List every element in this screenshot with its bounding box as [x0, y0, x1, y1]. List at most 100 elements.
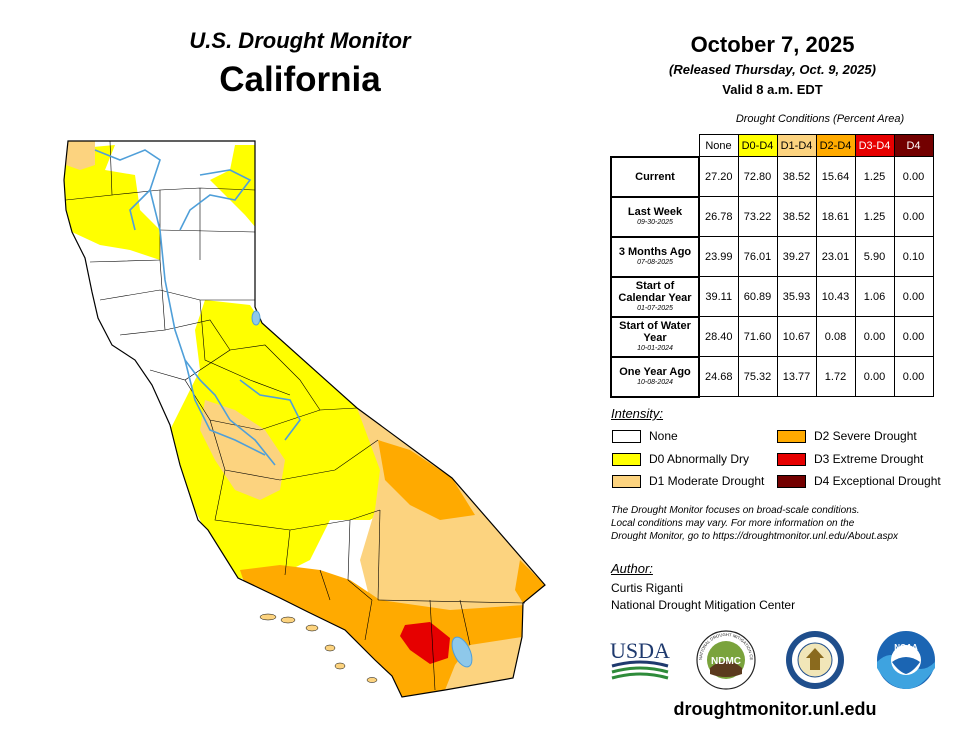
table-cell: 5.90 [854, 236, 895, 277]
table-cell: 75.32 [737, 356, 778, 397]
table-cell: 26.78 [698, 196, 739, 237]
logo-row: USDA NATIONAL DROUGHT MITIGATION CENTER … [610, 628, 935, 690]
legend-title: Intensity: [611, 406, 664, 421]
table-cell: 0.00 [893, 316, 934, 357]
state-outline [63, 140, 546, 698]
table-caption: Drought Conditions (Percent Area) [735, 113, 905, 125]
map-d3-core [400, 622, 450, 664]
lake-tahoe [251, 310, 261, 326]
table-cell: 0.10 [893, 236, 934, 277]
legend-item-d3: D3 Extreme Drought [777, 452, 923, 466]
col-header-d1: D1-D4 [776, 134, 817, 157]
table-cell: 15.64 [815, 156, 856, 197]
table-cell: 18.61 [815, 196, 856, 237]
legend-swatch-none [612, 429, 641, 443]
disclaimer-note: The Drought Monitor focuses on broad-sca… [611, 505, 899, 542]
commerce-seal-logo [786, 631, 844, 689]
legend-swatch-d1 [612, 474, 641, 488]
map-d0-northeast [210, 145, 262, 235]
release-date: (Released Thursday, Oct. 9, 2025) [669, 62, 876, 77]
legend-item-d4: D4 Exceptional Drought [777, 474, 941, 488]
table-cell: 27.20 [698, 156, 739, 197]
row-label: Start of Calendar Year 01-07-2025 [610, 275, 700, 318]
legend-swatch-d4 [777, 474, 806, 488]
table-cell: 0.00 [893, 356, 934, 397]
map-d0-north-coast [64, 145, 160, 260]
map-d2-south [240, 565, 525, 697]
svg-text:USDA: USDA [610, 638, 670, 663]
map-d1-valley [200, 400, 285, 500]
table-cell: 0.00 [893, 156, 934, 197]
table-cell: 23.99 [698, 236, 739, 277]
author-name: Curtis Riganti [611, 581, 684, 595]
table-cell: 23.01 [815, 236, 856, 277]
table-cell: 28.40 [698, 316, 739, 357]
drought-conditions-table: None D0-D4 D1-D4 D2-D4 D3-D4 D4 Current … [610, 134, 934, 398]
row-label: Start of Water Year 10-01-2024 [610, 315, 700, 358]
row-label: One Year Ago 10-08-2024 [610, 355, 700, 398]
table-cell: 76.01 [737, 236, 778, 277]
table-row: Start of Calendar Year 01-07-2025 39.11 6… [610, 275, 934, 318]
table-cell: 35.93 [776, 276, 817, 317]
valid-time: Valid 8 a.m. EDT [722, 82, 823, 97]
table-row: Start of Water Year 10-01-2024 28.40 71.6… [610, 315, 934, 358]
col-header-d2: D2-D4 [815, 134, 856, 157]
legend-swatch-d0 [612, 452, 641, 466]
row-label: Current [610, 155, 700, 198]
noaa-logo: NOAA [877, 631, 935, 690]
col-header-d3: D3-D4 [854, 134, 895, 157]
footer-url[interactable]: droughtmonitor.unl.edu [673, 699, 877, 719]
table-cell: 38.52 [776, 196, 817, 237]
table-cell: 71.60 [737, 316, 778, 357]
usda-logo: USDA [610, 638, 670, 680]
table-cell: 1.25 [854, 196, 895, 237]
table-row: 3 Months Ago 07-08-2025 23.99 76.01 39.27… [610, 235, 934, 278]
legend-item-d1: D1 Moderate Drought [612, 474, 764, 488]
map-date: October 7, 2025 [690, 32, 855, 57]
county-lines [65, 140, 526, 691]
california-drought-map [63, 140, 546, 698]
table-cell: 73.22 [737, 196, 778, 237]
rivers [94, 149, 301, 466]
table-cell: 72.80 [737, 156, 778, 197]
svg-text:NOAA: NOAA [894, 643, 918, 652]
table-cell: 13.77 [776, 356, 817, 397]
legend-swatch-d2 [777, 429, 806, 443]
table-cell: 38.52 [776, 156, 817, 197]
author-title: Author: [611, 561, 653, 576]
row-label: 3 Months Ago 07-08-2025 [610, 235, 700, 278]
table-cell: 1.25 [854, 156, 895, 197]
channel-islands [259, 613, 378, 683]
legend-item-d0: D0 Abnormally Dry [612, 452, 749, 466]
table-row: Last Week 09-30-2025 26.78 73.22 38.52 18… [610, 195, 934, 238]
table-cell: 0.00 [893, 196, 934, 237]
table-corner [611, 135, 699, 157]
table-cell: 60.89 [737, 276, 778, 317]
col-header-none: None [698, 134, 739, 157]
legend-item-d2: D2 Severe Drought [777, 429, 917, 443]
state-title: California [219, 60, 381, 99]
salton-sea [451, 636, 473, 668]
row-label: Last Week 09-30-2025 [610, 195, 700, 238]
table-cell: 10.43 [815, 276, 856, 317]
table-row: One Year Ago 10-08-2024 24.68 75.32 13.77… [610, 355, 934, 398]
legend-item-none: None [612, 429, 678, 443]
col-header-d0: D0-D4 [737, 134, 778, 157]
table-cell: 1.72 [815, 356, 856, 397]
map-d1-northwest [66, 141, 95, 170]
table-cell: 0.00 [854, 356, 895, 397]
table-cell: 10.67 [776, 316, 817, 357]
table-cell: 1.06 [854, 276, 895, 317]
map-d0-central [170, 300, 385, 580]
col-header-d4: D4 [893, 134, 934, 157]
brand-title: U.S. Drought Monitor [189, 28, 411, 53]
author-org: National Drought Mitigation Center [611, 598, 796, 612]
table-row: Current 27.20 72.80 38.52 15.64 1.25 0.0… [610, 155, 934, 198]
table-cell: 24.68 [698, 356, 739, 397]
map-d2-east-edge [515, 560, 545, 603]
table-cell: 0.08 [815, 316, 856, 357]
svg-text:NDMC: NDMC [711, 656, 741, 667]
author-info: Curtis Riganti National Drought Mitigati… [611, 580, 795, 614]
table-cell: 0.00 [854, 316, 895, 357]
legend-swatch-d3 [777, 452, 806, 466]
